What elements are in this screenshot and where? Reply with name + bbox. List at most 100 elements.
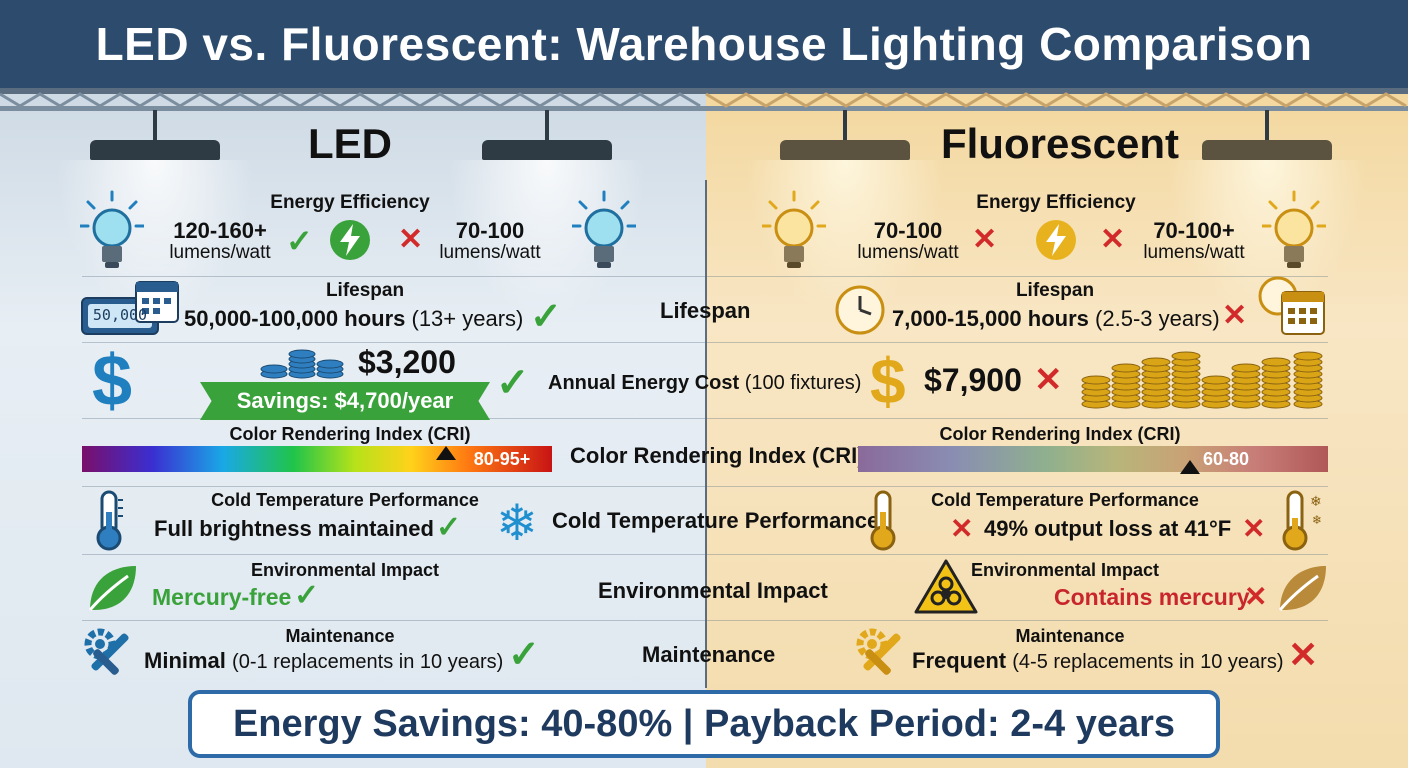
lightbulb-icon bbox=[572, 190, 636, 268]
row-divider bbox=[82, 620, 1328, 621]
led-energy-value: 120-160+ bbox=[173, 218, 267, 243]
lamp-rod bbox=[153, 110, 157, 140]
lightbulb-icon bbox=[80, 190, 144, 268]
fluorescent-env-heading: Environmental Impact bbox=[970, 560, 1160, 580]
svg-text:❄: ❄ bbox=[1312, 513, 1322, 527]
check-icon: ✓ bbox=[436, 511, 462, 544]
fluorescent-lamp-left bbox=[780, 140, 910, 160]
fluorescent-energy-unit: lumens/watt bbox=[857, 242, 959, 263]
dollar-icon: $ bbox=[92, 341, 133, 421]
check-icon: ✓ bbox=[508, 634, 540, 676]
timer-display: 50,000 bbox=[92, 306, 148, 324]
led-cost-value: $3,200 bbox=[358, 344, 456, 380]
cross-icon: ✕ bbox=[1100, 223, 1126, 256]
fluorescent-title: Fluorescent bbox=[940, 120, 1180, 167]
led-cri-marker bbox=[436, 446, 456, 460]
fluorescent-energy-compare-value: 70-100+ bbox=[1153, 218, 1235, 243]
led-cri-spectrum bbox=[82, 446, 552, 472]
thermometer-icon bbox=[96, 490, 123, 551]
fluorescent-cri-marker bbox=[1180, 460, 1200, 474]
led-energy-heading: Energy Efficiency bbox=[270, 192, 430, 213]
page-title: LED vs. Fluorescent: Warehouse Lighting … bbox=[0, 0, 1408, 88]
fluorescent-lamp-right bbox=[1202, 140, 1332, 160]
check-icon: ✓ bbox=[294, 579, 320, 612]
row-divider bbox=[82, 486, 1328, 487]
cross-icon: ✕ bbox=[1288, 634, 1319, 675]
led-cri-heading: Color Rendering Index (CRI) bbox=[229, 424, 471, 444]
cross-icon: ✕ bbox=[398, 223, 424, 256]
fluorescent-maint-heading: Maintenance bbox=[1015, 626, 1125, 646]
column-divider bbox=[705, 180, 707, 688]
cross-icon: ✕ bbox=[950, 513, 974, 544]
fluorescent-energy-heading: Energy Efficiency bbox=[976, 192, 1136, 213]
lightbulb-icon bbox=[762, 190, 826, 268]
fluorescent-cri-range: 60-80 bbox=[1202, 449, 1250, 469]
cross-icon: ✕ bbox=[972, 223, 998, 256]
fluorescent-lifespan-value: 7,000-15,000 hours (2.5-3 years) bbox=[892, 306, 1220, 331]
cross-icon: ✕ bbox=[1222, 299, 1248, 332]
center-label-cost: Annual Energy Cost (100 fixtures) bbox=[548, 372, 862, 394]
leaf-icon bbox=[88, 566, 136, 611]
thermometer-icon: ❄ ❄ bbox=[1282, 490, 1322, 551]
fluorescent-maint-value: Frequent (4-5 replacements in 10 years) bbox=[912, 648, 1284, 673]
calendar-icon bbox=[1258, 276, 1325, 335]
timer-icon bbox=[81, 281, 179, 335]
center-label-env: Environmental Impact bbox=[598, 578, 828, 603]
row-divider bbox=[82, 276, 1328, 277]
led-lifespan-heading: Lifespan bbox=[325, 280, 405, 301]
center-label-maint: Maintenance bbox=[642, 642, 776, 667]
fluorescent-env-value: Contains mercury bbox=[1054, 584, 1250, 610]
row-divider bbox=[82, 418, 1328, 419]
led-title: LED bbox=[308, 120, 392, 167]
led-maint-value: Minimal (0-1 replacements in 10 years) bbox=[144, 648, 504, 673]
thermometer-icon bbox=[870, 490, 896, 551]
snowflake-icon: ❄ bbox=[496, 495, 538, 551]
cross-icon: ✕ bbox=[1034, 361, 1063, 399]
fluorescent-cri-spectrum bbox=[858, 446, 1328, 472]
led-env-value: Mercury-free bbox=[152, 584, 292, 610]
tools-icon bbox=[84, 628, 129, 675]
coins-icon bbox=[260, 349, 344, 379]
row-divider bbox=[82, 342, 1328, 343]
fluorescent-cold-heading: Cold Temperature Performance bbox=[931, 490, 1199, 510]
fluorescent-cost-value: $7,900 bbox=[924, 362, 1022, 398]
svg-text:❄: ❄ bbox=[1310, 494, 1322, 510]
tools-icon bbox=[856, 628, 901, 675]
led-lamp-right bbox=[482, 140, 612, 160]
fluorescent-cold-value: 49% output loss at 41°F bbox=[984, 516, 1232, 541]
lamp-rod bbox=[1265, 110, 1269, 140]
check-icon: ✓ bbox=[496, 361, 530, 405]
center-label-cri: Color Rendering Index (CRI) bbox=[570, 443, 865, 468]
ceiling-truss bbox=[0, 88, 1408, 111]
led-energy-unit: lumens/watt bbox=[169, 242, 271, 263]
led-env-heading: Environmental Impact bbox=[250, 560, 440, 580]
lamp-rod bbox=[843, 110, 847, 140]
fluorescent-energy-value: 70-100 bbox=[873, 218, 943, 243]
cross-icon: ✕ bbox=[1244, 581, 1268, 612]
lightning-icon bbox=[1036, 220, 1076, 260]
lamp-rod bbox=[545, 110, 549, 140]
fluorescent-cri-heading: Color Rendering Index (CRI) bbox=[939, 424, 1181, 444]
check-icon: ✓ bbox=[530, 296, 562, 338]
clock-icon bbox=[835, 285, 885, 335]
led-lamp-left bbox=[90, 140, 220, 160]
fluorescent-lifespan-heading: Lifespan bbox=[1015, 280, 1095, 301]
savings-ribbon: Savings: $4,700/year bbox=[200, 382, 490, 420]
center-label-cold: Cold Temperature Performance bbox=[552, 508, 880, 533]
lightbulb-icon bbox=[1262, 190, 1326, 268]
led-cold-heading: Cold Temperature Performance bbox=[211, 490, 479, 510]
led-lifespan-value: 50,000-100,000 hours (13+ years) bbox=[184, 306, 524, 331]
center-label-lifespan: Lifespan bbox=[660, 298, 751, 323]
coins-icon bbox=[1081, 351, 1323, 409]
led-energy-compare-value: 70-100 bbox=[455, 218, 525, 243]
fluorescent-energy-compare-unit: lumens/watt bbox=[1143, 242, 1245, 263]
led-cold-value: Full brightness maintained bbox=[154, 516, 434, 541]
check-icon: ✓ bbox=[286, 223, 313, 259]
row-divider bbox=[82, 554, 1328, 555]
cross-icon: ✕ bbox=[1242, 513, 1266, 544]
biohazard-icon bbox=[914, 559, 978, 614]
led-maint-heading: Maintenance bbox=[285, 626, 395, 646]
summary-banner: Energy Savings: 40-80% | Payback Period:… bbox=[188, 690, 1220, 758]
dollar-icon: $ bbox=[870, 345, 906, 417]
leaf-icon bbox=[1278, 566, 1326, 611]
